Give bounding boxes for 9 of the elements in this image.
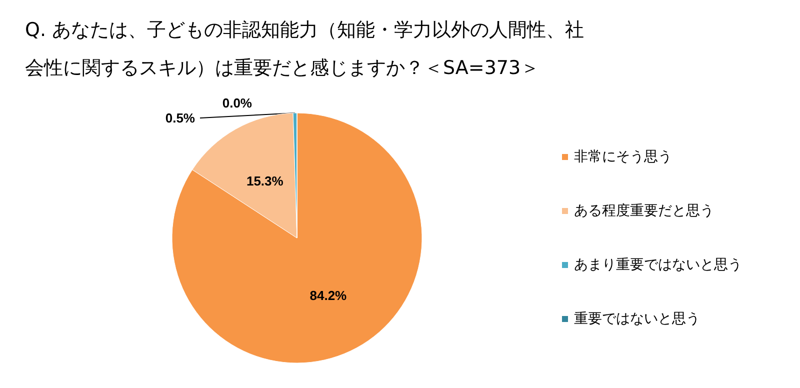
legend-label: ある程度重要だと思う	[574, 203, 714, 219]
data-label: 15.3%	[246, 173, 284, 188]
text: 0.0%	[222, 96, 252, 110]
legend-label: あまり重要ではないと思う	[574, 257, 742, 273]
chart-title: Q. あなたは、子どもの非認知能力（知能・学力以外の人間性、社会性に関するスキル）は重要だと感じますか？＜SA=373＞	[25, 19, 584, 79]
data-label: 0.5%	[165, 110, 196, 126]
legend-label: 重要ではないと思う	[574, 311, 700, 327]
legend-label: 非常にそう思う	[574, 149, 672, 165]
data-label: 84.2%	[310, 288, 348, 304]
